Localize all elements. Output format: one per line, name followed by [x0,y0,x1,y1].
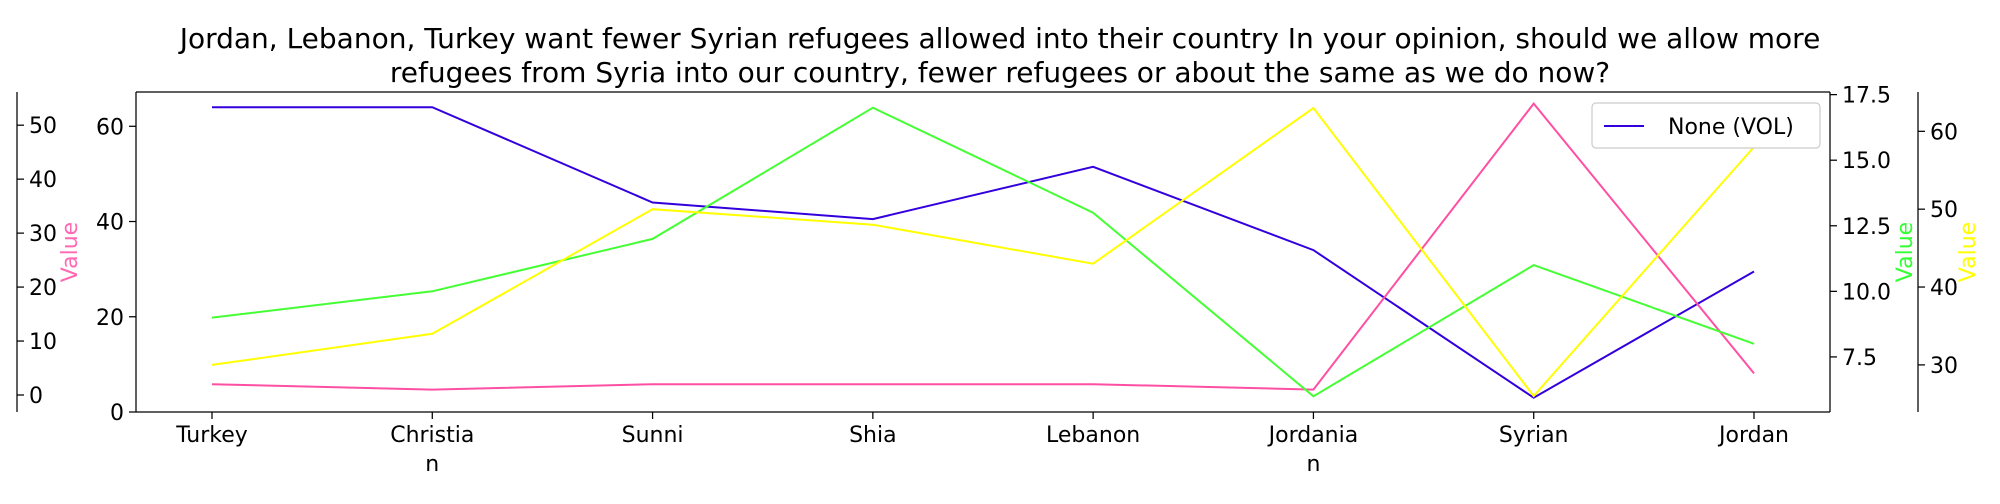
series-line-pink [211,101,1755,391]
x-tick-label: n [425,452,439,477]
yellow-y-axis-label: Value [1956,222,1981,282]
pink-y-tick-label: 40 [29,168,57,193]
green-y-tick-label: 15.0 [1842,149,1891,174]
chart-legend: None (VOL) [1591,102,1821,149]
yellow-y-tick-label: 30 [1930,354,1958,379]
yellow-y-tick-label: 60 [1930,120,1958,145]
x-tick-label: n [1306,452,1320,477]
yellow-y-tick-label: 50 [1930,198,1958,223]
pink-y-tick-label: 30 [29,222,57,247]
x-tick-label: Syrian [1499,423,1569,448]
chart-title-line: refugees from Syria into our country, fe… [390,56,1610,89]
pink-y-tick-label: 50 [29,114,57,139]
chart-series [211,101,1755,399]
green-y-tick-label: 12.5 [1842,215,1891,240]
x-tick-label: Shia [849,423,897,448]
chart-axes: Turkey Christia n Sunni Shia Lebanon Jordania n… [16,84,1981,477]
x-tick-label: Christia [390,423,474,448]
green-y-tick-label: 7.5 [1842,346,1877,371]
pink-y-tick-label: 20 [29,276,57,301]
x-tick-label: Turkey [175,423,248,448]
x-tick-label: Lebanon [1046,423,1140,448]
main-y-tick-label: 0 [110,401,124,426]
main-y-tick-label: 40 [96,211,124,236]
pink-y-tick-label: 10 [29,330,57,355]
chart-title-line: Jordan, Lebanon, Turkey want fewer Syria… [178,22,1821,55]
series-line-yellow [211,106,1755,398]
green-y-tick-label: 10.0 [1842,280,1891,305]
green-y-axis-label: Value [1893,222,1918,282]
series-line-green [211,106,1755,398]
main-y-tick-label: 60 [96,115,124,140]
chart-title: Jordan, Lebanon, Turkey want fewer Syria… [178,22,1821,89]
x-tick-label: Sunni [622,423,684,448]
x-tick-label: Jordan [1717,423,1789,448]
series-line-main [212,106,1755,399]
legend-label: None (VOL) [1668,115,1794,140]
pink-y-axis-label: Value [58,222,83,282]
yellow-y-tick-label: 40 [1930,276,1958,301]
green-y-tick-label: 17.5 [1842,84,1891,109]
x-tick-label: Jordania [1267,423,1359,448]
main-y-tick-label: 20 [96,306,124,331]
pink-y-tick-label: 0 [29,384,43,409]
legend-box [1591,102,1821,149]
